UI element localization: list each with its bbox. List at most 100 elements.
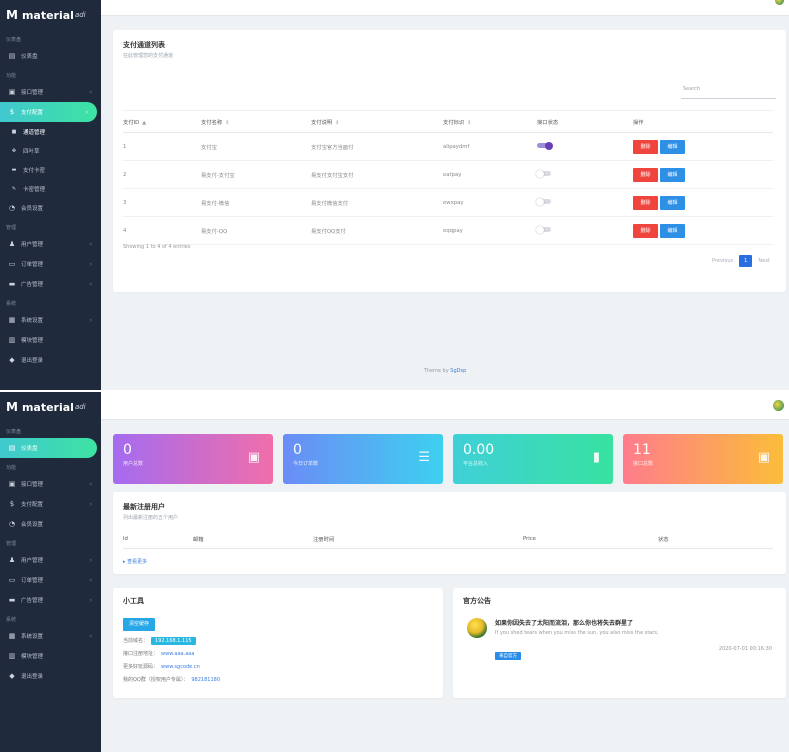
footer-link[interactable]: SgDsp xyxy=(450,368,467,374)
chevron-right-icon: › xyxy=(89,88,92,96)
stat-card[interactable]: 11 接口总数 ▣ xyxy=(623,434,783,484)
stat-label: 平台总收入 xyxy=(463,461,489,467)
sort-icon: ⇕ xyxy=(225,119,230,126)
logo[interactable]: M material adi xyxy=(0,0,101,30)
tutorial-link[interactable]: www.sgcode.cn xyxy=(161,664,200,670)
card-icon: ▬ xyxy=(11,166,17,173)
avatar[interactable] xyxy=(773,400,784,411)
order-icon: ▭ xyxy=(8,260,16,268)
avatar[interactable] xyxy=(775,0,784,5)
clear-cache-button[interactable]: 清空缓存 xyxy=(123,618,156,631)
dashboard-icon: ▤ xyxy=(8,52,16,60)
sidebar-item[interactable]: ▭ 订单管理 › xyxy=(0,254,101,274)
cell-actions: 删除 编辑 xyxy=(633,188,773,217)
status-toggle[interactable] xyxy=(536,225,551,234)
stat-value: 0.00 xyxy=(463,442,495,458)
sort-icon: ▲ xyxy=(142,119,147,126)
sidebar-item[interactable]: ▤ 仪表盘 xyxy=(0,438,97,458)
column-header[interactable]: 支付说明 ⇕ xyxy=(311,110,443,133)
column-header: 注册时间 xyxy=(313,530,523,549)
sidebar-item[interactable]: ◔ 会员设置 xyxy=(0,514,101,534)
chevron-right-icon: › xyxy=(89,632,92,640)
page-1-button[interactable]: 1 xyxy=(739,255,753,267)
sidebar-item-label: 系统设置 xyxy=(21,634,44,640)
delete-button[interactable]: 删除 xyxy=(633,223,658,238)
column-header[interactable]: 支付ID ▲ xyxy=(123,110,201,133)
sidebar-item[interactable]: ▣ 接口管理 › xyxy=(0,82,101,102)
delete-button[interactable]: 删除 xyxy=(633,139,658,154)
column-header[interactable]: 操作 xyxy=(633,110,773,133)
table-row: 4 易支付-QQ 易支付QQ支付 eqqpay 删除 编辑 xyxy=(123,216,773,245)
sidebar-item[interactable]: ▬ 广告管理 › xyxy=(0,274,101,294)
qq-link[interactable]: 982181180 xyxy=(191,677,221,683)
edit-button[interactable]: 编辑 xyxy=(660,223,685,238)
prev-button[interactable]: Previous xyxy=(712,258,734,264)
stat-card[interactable]: 0.00 平台总收入 ▮ xyxy=(453,434,613,484)
chevron-right-icon: › xyxy=(89,596,92,604)
column-header[interactable]: 接口状态 xyxy=(537,110,633,133)
sidebar-item-label: 接口管理 xyxy=(21,482,44,488)
sidebar-item[interactable]: ■ 通道管理 xyxy=(0,122,101,141)
cell-name: 支付宝 xyxy=(201,132,311,161)
chevron-right-icon: › xyxy=(89,556,92,564)
chart-icon: ▮ xyxy=(592,450,600,465)
view-more-link[interactable]: ▸ 查看更多 xyxy=(123,559,148,565)
stat-card[interactable]: 0 今日订单数 ☰ xyxy=(283,434,443,484)
edit-button[interactable]: 编辑 xyxy=(660,195,685,210)
cell-name: 易支付-QQ xyxy=(201,216,311,245)
edit-button[interactable]: 编辑 xyxy=(660,139,685,154)
sidebar-item[interactable]: ◔ 会员设置 xyxy=(0,198,101,218)
delete-button[interactable]: 删除 xyxy=(633,195,658,210)
status-toggle[interactable] xyxy=(536,169,551,178)
cell-status xyxy=(536,216,633,245)
sidebar-item-label: 退出登录 xyxy=(21,674,44,680)
sidebar-item[interactable]: ▭ 订单管理 › xyxy=(0,570,101,590)
sidebar-item[interactable]: ✎ 卡密管理 xyxy=(0,179,101,198)
cell-name: 易支付-微信 xyxy=(201,188,311,217)
sidebar-nav: 仪表盘 ▤ 仪表盘 功能 ▣ 接口管理 › $ 支付配置 › ◔ 会员设置 管理 ♟ 用户管理 › ▭ 订单管理 ›… xyxy=(0,422,101,686)
sidebar-item[interactable]: ♟ 用户管理 › xyxy=(0,550,101,570)
sidebar-item[interactable]: ✤ 四叶草 xyxy=(0,141,101,160)
logo[interactable]: M material adi xyxy=(0,392,101,422)
contact-icon: ▣ xyxy=(247,450,260,465)
cell-desc: 易支付微信支付 xyxy=(311,188,443,217)
delete-button[interactable]: 删除 xyxy=(633,167,658,182)
sidebar-item[interactable]: ◆ 退出登录 xyxy=(0,666,101,686)
chevron-right-icon: › xyxy=(89,576,92,584)
column-header[interactable]: 支付名称 ⇕ xyxy=(201,110,311,133)
sidebar-item[interactable]: ▤ 仪表盘 xyxy=(0,46,101,66)
domain-value: 192.168.1.115 xyxy=(151,637,196,645)
main-content: 0 用户总数 ▣ 0 今日订单数 ☰ 0.00 平台总收入 ▮ 11 接口总数 ▣ 最新注册用户 列出… xyxy=(101,392,789,752)
cell-desc: 支付宝官方当面付 xyxy=(311,132,443,161)
status-toggle[interactable] xyxy=(536,197,551,206)
sidebar-item[interactable]: ▦ 系统设置 › xyxy=(0,310,101,330)
sidebar-item[interactable]: ♟ 用户管理 › xyxy=(0,234,101,254)
sidebar-item[interactable]: ▥ 模块管理 xyxy=(0,646,101,666)
sidebar-item[interactable]: ▬ 支付卡密 xyxy=(0,160,101,179)
table-row: 1 支付宝 支付宝官方当面付 alipaydmf 删除 编辑 xyxy=(123,132,773,161)
card-title: 支付通道列表 xyxy=(123,41,165,49)
sidebar-item[interactable]: $ 支付配置 › xyxy=(0,102,97,122)
settings-icon: ▦ xyxy=(8,316,16,324)
sidebar-item[interactable]: $ 支付配置 › xyxy=(0,494,101,514)
status-toggle[interactable] xyxy=(537,141,553,150)
sidebar-item[interactable]: ▦ 系统设置 › xyxy=(0,626,101,646)
sidebar-item-label: 模块管理 xyxy=(21,654,44,660)
list-icon: ☰ xyxy=(418,450,430,465)
ad-icon: ▬ xyxy=(8,596,16,604)
nav-section-label: 系统 xyxy=(6,617,17,623)
column-header[interactable]: 支付标识 ⇕ xyxy=(443,110,537,133)
api-icon: ▣ xyxy=(8,480,16,488)
sidebar-item[interactable]: ▣ 接口管理 › xyxy=(0,474,101,494)
sidebar-item[interactable]: ▥ 模块管理 xyxy=(0,330,101,350)
next-button[interactable]: Next xyxy=(758,258,770,264)
dollar-icon: $ xyxy=(9,108,15,116)
stat-card[interactable]: 0 用户总数 ▣ xyxy=(113,434,273,484)
api-icon: ▣ xyxy=(8,88,16,96)
edit-button[interactable]: 编辑 xyxy=(660,167,685,182)
search-input[interactable]: Search xyxy=(681,86,776,99)
reg-link[interactable]: www.aaa.aaa xyxy=(161,651,195,657)
sidebar-item[interactable]: ▬ 广告管理 › xyxy=(0,590,101,610)
chevron-right-icon: › xyxy=(85,108,88,116)
sidebar-item[interactable]: ◆ 退出登录 xyxy=(0,350,101,370)
